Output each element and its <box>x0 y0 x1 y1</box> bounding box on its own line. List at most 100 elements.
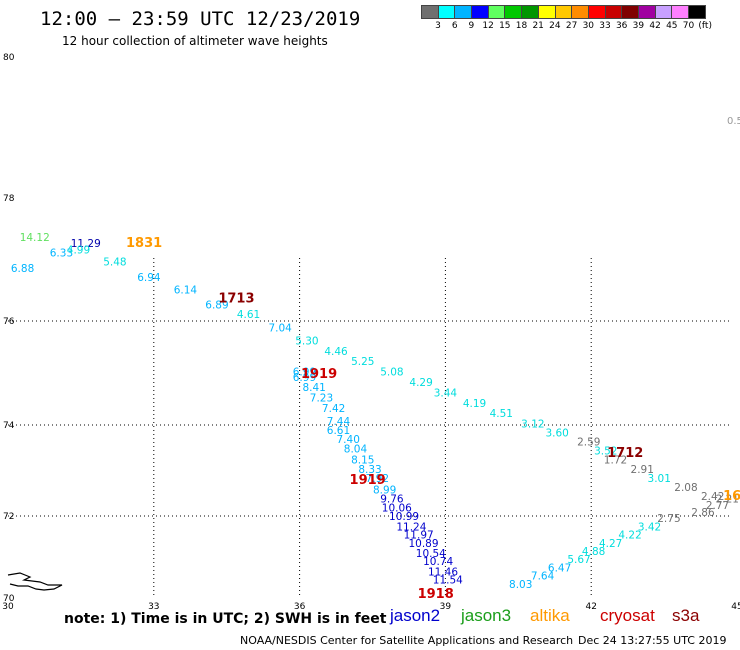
wave-height-value: 2.42 <box>701 491 724 503</box>
pass-time-label: 16 <box>723 489 740 504</box>
legend-jason3: jason3 <box>461 606 512 625</box>
wave-height-value: 3.44 <box>434 387 458 399</box>
wave-height-value: 3.52 <box>594 446 617 458</box>
wave-height-value: 3.01 <box>648 473 671 485</box>
legend-tick-label: 6 <box>451 21 458 31</box>
credit-text: NOAA/NESDIS Center for Satellite Applica… <box>240 634 574 647</box>
color-legend <box>421 5 706 19</box>
legend-tick-label: 39 <box>632 21 645 31</box>
wave-height-value: 6.99 <box>293 367 316 379</box>
legend-tick-label: 70 <box>682 21 695 31</box>
page-title: 12:00 — 23:59 UTC 12/23/2019 <box>40 8 361 30</box>
wave-height-value: 11.54 <box>433 575 463 587</box>
wave-height-value: 6.88 <box>11 263 34 275</box>
pass-time-label: 1712 <box>607 446 643 461</box>
wave-height-value: 2.21 <box>716 493 739 505</box>
wave-height-value: 6.47 <box>548 562 571 574</box>
wave-height-value: 4.51 <box>490 408 513 420</box>
wave-height-value: 7.44 <box>327 416 351 428</box>
wave-height-value: 10.89 <box>408 538 438 550</box>
wave-height-value: 4.19 <box>463 398 486 410</box>
wave-height-value: 4.22 <box>618 530 641 542</box>
legend-tick-label: 21 <box>532 21 544 31</box>
pass-time-label: 1919 <box>350 473 386 488</box>
page-subtitle: 12 hour collection of altimeter wave hei… <box>62 34 328 48</box>
legend-tick-label: 27 <box>565 21 578 31</box>
wave-height-value: 11.97 <box>404 530 434 542</box>
legend-jason2: jason2 <box>390 606 441 625</box>
legend-tick-label: 12 <box>482 21 494 31</box>
wave-height-value: 4.29 <box>409 377 432 389</box>
lon-label: 33 <box>148 602 159 612</box>
wave-height-value: 4.61 <box>237 309 260 321</box>
lat-label: 78 <box>3 194 15 204</box>
wave-height-value: 5.67 <box>567 554 590 566</box>
lat-label: 80 <box>3 53 15 63</box>
pass-time-label: 1919 <box>301 367 337 382</box>
wave-height-value: 8.41 <box>302 382 325 394</box>
wave-height-value: 4.88 <box>582 546 605 558</box>
lon-label: 39 <box>440 602 452 612</box>
wave-height-value: 11.24 <box>396 521 426 533</box>
legend-tick-label: 45 <box>666 21 678 31</box>
wave-height-value: 3.12 <box>521 418 544 430</box>
wave-height-value: 9.76 <box>380 493 404 505</box>
legend-tick-label: 30 <box>582 21 595 31</box>
pass-time-label: 1918 <box>418 587 454 602</box>
wave-height-value: 2.91 <box>631 464 654 476</box>
wave-height-value: 1.72 <box>604 455 627 467</box>
wave-height-value: 2.59 <box>577 436 600 448</box>
wave-height-value: 2.08 <box>674 482 697 494</box>
wave-height-value: 14.12 <box>20 232 50 244</box>
lat-label: 70 <box>3 594 15 604</box>
legend-cryosat: cryosat <box>600 606 655 625</box>
wave-height-value: 6.61 <box>327 425 350 437</box>
wave-height-value: 5.25 <box>351 356 374 368</box>
wave-height-value: 7.92 <box>366 473 389 485</box>
wave-height-value: 10.06 <box>382 502 412 514</box>
lon-label: 30 <box>2 602 14 612</box>
wave-height-value: 7.42 <box>322 403 345 415</box>
wave-height-value: 2.77 <box>706 500 729 512</box>
wave-height-value: 3.42 <box>638 521 661 533</box>
wave-height-value: 6.99 <box>293 372 316 384</box>
edge-value-label: 0.5 <box>727 116 740 127</box>
lon-label: 36 <box>294 602 306 612</box>
wave-height-value: 5.48 <box>103 257 126 269</box>
wave-height-value: 2.86 <box>691 507 715 519</box>
timestamp-text: Dec 24 13:27:55 UTC 2019 <box>578 634 727 647</box>
legend-tick-label: (ft) <box>698 21 712 31</box>
legend-altika: altika <box>530 606 570 625</box>
wave-height-value: 10.74 <box>423 556 453 568</box>
legend-tick-label: 15 <box>499 21 511 31</box>
legend-tick-label: 18 <box>515 21 528 31</box>
legend-tick-label: 36 <box>615 21 628 31</box>
pass-time-label: 1713 <box>218 292 254 307</box>
wave-height-value: 10.99 <box>389 511 419 523</box>
lat-label: 72 <box>3 512 14 522</box>
wave-height-value: 6.14 <box>174 284 198 296</box>
legend-tick-label: 42 <box>649 21 661 31</box>
legend-tick-label: 33 <box>599 21 611 31</box>
wave-height-value: 8.33 <box>358 464 381 476</box>
wave-height-value: 7.40 <box>337 434 360 446</box>
wave-height-value: 4.46 <box>324 346 348 358</box>
wave-height-value: 5.08 <box>380 367 403 379</box>
legend-tick-label: 9 <box>468 21 475 31</box>
pass-time-label: 1831 <box>126 236 162 251</box>
lat-label: 74 <box>3 421 15 431</box>
lon-label: 45 <box>731 602 740 612</box>
wave-height-value: 8.03 <box>509 579 532 591</box>
footer-note: note: 1) Time is in UTC; 2) SWH is in fe… <box>64 611 387 627</box>
legend-swatch <box>688 5 706 19</box>
wave-height-value: 6.89 <box>205 300 228 312</box>
wave-height-value: 4.99 <box>67 244 90 256</box>
coastline <box>7 572 63 591</box>
wave-height-value: 11.29 <box>71 238 101 250</box>
wave-height-value: 5.30 <box>295 335 318 347</box>
wave-height-value: 7.64 <box>531 571 555 583</box>
wave-height-value: 8.15 <box>351 455 374 467</box>
color-legend-labels: 3 6 9 12 15 18 21 24 27 30 33 36 39 42 45 70 (ft) <box>0 21 740 35</box>
wave-height-value: 2.75 <box>657 513 680 525</box>
